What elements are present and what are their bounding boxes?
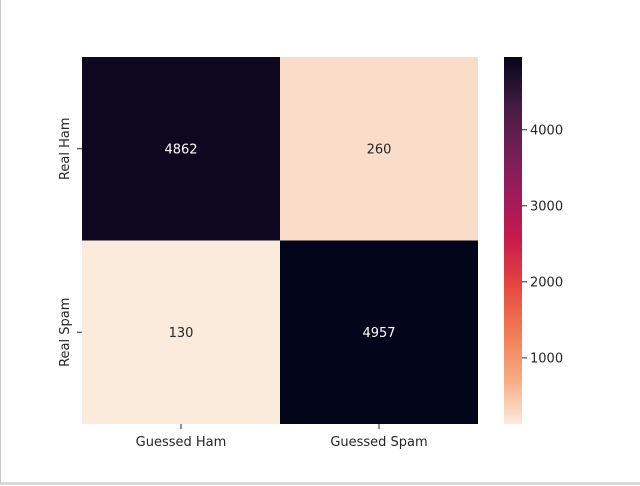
colorbar-tick-label-1: 2000 (530, 275, 563, 290)
y-tick-label-1: Real Spam (58, 298, 73, 367)
cell-value-label-r0-c0: 4862 (164, 142, 197, 157)
heatmap-cell-r1-c1 (280, 240, 478, 424)
heatmap-cell-r1-c0 (82, 240, 280, 424)
x-tick-label-1: Guessed Spam (330, 435, 427, 450)
colorbar-tick-label-2: 3000 (530, 199, 563, 214)
colorbar-tick-label-3: 4000 (530, 123, 563, 138)
y-axis-ticks: Real Ham Real Spam (58, 117, 82, 367)
x-axis-ticks: Guessed Ham Guessed Spam (136, 424, 428, 450)
cell-value-label-r1-c1: 4957 (362, 326, 395, 341)
colorbar-gradient (504, 57, 522, 424)
heatmap-cell-r0-c1 (280, 57, 478, 241)
y-tick-label-0: Real Ham (58, 117, 73, 180)
heatmap-cell-labels: 4862 260 130 4957 (164, 142, 395, 341)
heatmap-cell-r0-c0 (82, 57, 280, 241)
cell-value-label-r1-c0: 130 (169, 326, 194, 341)
colorbar: 1000 2000 3000 4000 (504, 57, 563, 424)
x-tick-label-0: Guessed Ham (136, 435, 227, 450)
heatmap-cells (82, 57, 478, 424)
cell-value-label-r0-c1: 260 (367, 142, 392, 157)
colorbar-tick-label-0: 1000 (530, 351, 563, 366)
